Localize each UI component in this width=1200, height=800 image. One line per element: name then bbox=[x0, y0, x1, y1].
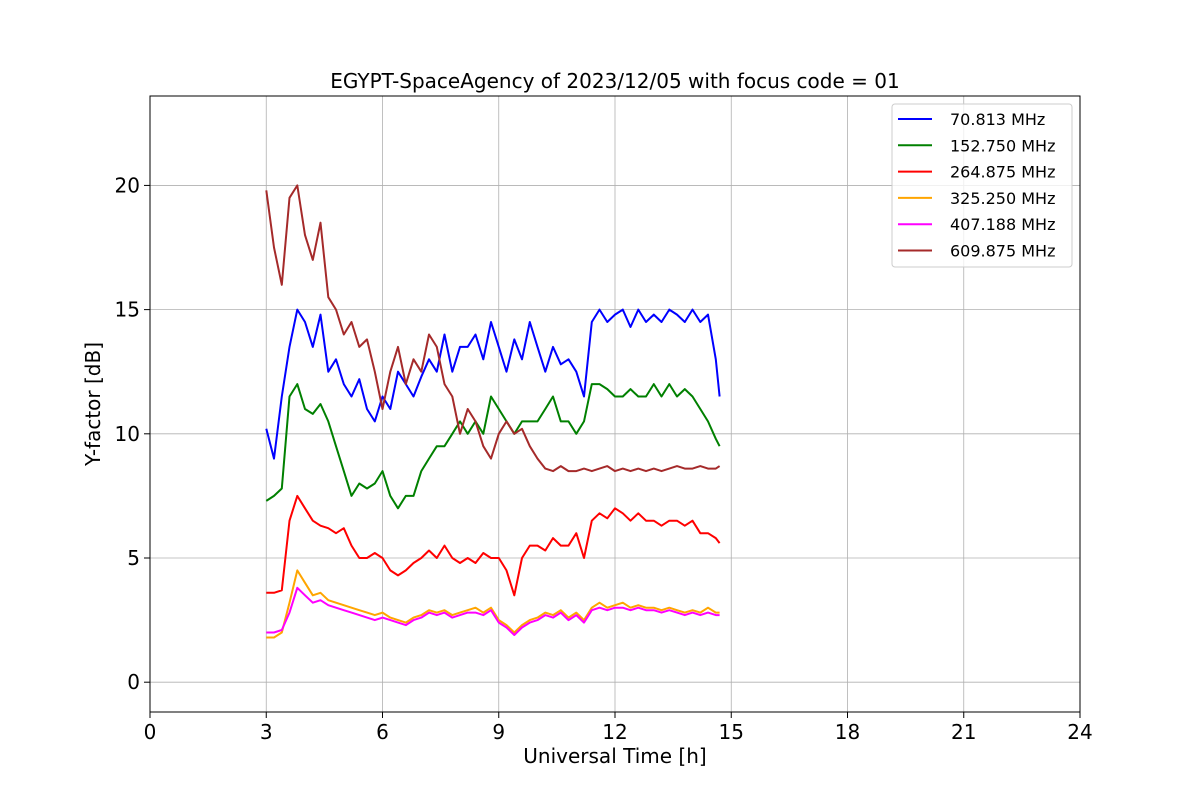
legend-label: 407.188 MHz bbox=[950, 215, 1055, 234]
legend-label: 325.250 MHz bbox=[950, 189, 1055, 208]
series-line-2 bbox=[266, 494, 721, 597]
series-line-0 bbox=[265, 308, 721, 460]
x-tick-label: 0 bbox=[144, 720, 157, 744]
legend-label: 70.813 MHz bbox=[950, 110, 1045, 129]
legend-label: 609.875 MHz bbox=[950, 242, 1055, 261]
series-line-1 bbox=[265, 383, 721, 510]
series-line-5 bbox=[265, 184, 721, 473]
x-tick-label: 18 bbox=[835, 720, 860, 744]
series-line-3 bbox=[266, 569, 720, 639]
y-tick-label: 15 bbox=[115, 298, 140, 322]
chart-title: EGYPT-SpaceAgency of 2023/12/05 with foc… bbox=[330, 69, 899, 93]
x-tick-label: 6 bbox=[376, 720, 389, 744]
grid bbox=[149, 96, 1081, 712]
x-axis: 0 3 6 9 12 15 18 21 24 bbox=[144, 712, 1093, 744]
y-axis-label: Y-factor [dB] bbox=[81, 342, 105, 467]
x-tick-label: 15 bbox=[719, 720, 744, 744]
x-tick-label: 24 bbox=[1067, 720, 1092, 744]
x-tick-label: 3 bbox=[260, 720, 273, 744]
legend-label: 152.750 MHz bbox=[950, 136, 1055, 155]
x-tick-label: 12 bbox=[602, 720, 627, 744]
y-tick-label: 10 bbox=[115, 422, 140, 446]
series-line-4 bbox=[266, 586, 720, 636]
x-tick-label: 21 bbox=[951, 720, 976, 744]
y-axis: 0 5 10 15 20 bbox=[115, 173, 150, 694]
y-tick-label: 20 bbox=[115, 173, 140, 197]
y-tick-label: 0 bbox=[127, 670, 140, 694]
legend: 70.813 MHz 152.750 MHz 264.875 MHz 325.250 … bbox=[891, 103, 1073, 268]
y-tick-label: 5 bbox=[127, 546, 140, 570]
x-axis-label: Universal Time [h] bbox=[523, 744, 706, 768]
legend-box bbox=[891, 103, 1073, 268]
legend-label: 264.875 MHz bbox=[950, 163, 1055, 182]
series-layer bbox=[265, 184, 721, 639]
x-tick-label: 9 bbox=[492, 720, 505, 744]
